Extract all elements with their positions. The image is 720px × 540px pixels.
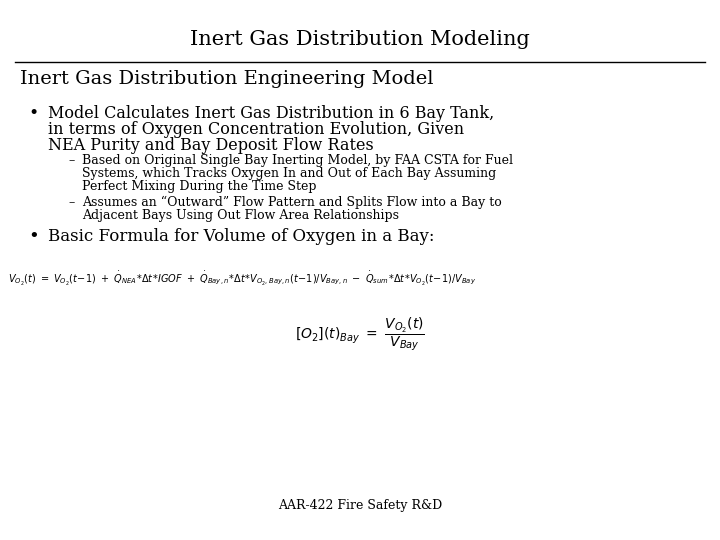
Text: $V_{O_2}(t)\ =\ V_{O_2}(t\!-\!1)\ +\ \dot{Q}_{NEA}\!*\!\Delta t\!*\!IGOF\ +\ \do: $V_{O_2}(t)\ =\ V_{O_2}(t\!-\!1)\ +\ \do…	[8, 270, 476, 288]
Text: Inert Gas Distribution Modeling: Inert Gas Distribution Modeling	[190, 30, 530, 49]
Text: Systems, which Tracks Oxygen In and Out of Each Bay Assuming: Systems, which Tracks Oxygen In and Out …	[82, 167, 496, 180]
Text: $[O_2](t)_{Bay}\ =\ \dfrac{V_{O_2}(t)}{V_{Bay}}$: $[O_2](t)_{Bay}\ =\ \dfrac{V_{O_2}(t)}{V…	[295, 315, 425, 353]
Text: Inert Gas Distribution Engineering Model: Inert Gas Distribution Engineering Model	[20, 70, 433, 88]
Text: in terms of Oxygen Concentration Evolution, Given: in terms of Oxygen Concentration Evoluti…	[48, 121, 464, 138]
Text: Basic Formula for Volume of Oxygen in a Bay:: Basic Formula for Volume of Oxygen in a …	[48, 228, 434, 245]
Text: •: •	[28, 105, 38, 122]
Text: •: •	[28, 228, 39, 246]
Text: Model Calculates Inert Gas Distribution in 6 Bay Tank,: Model Calculates Inert Gas Distribution …	[48, 105, 494, 122]
Text: Based on Original Single Bay Inerting Model, by FAA CSTA for Fuel: Based on Original Single Bay Inerting Mo…	[82, 154, 513, 167]
Text: Assumes an “Outward” Flow Pattern and Splits Flow into a Bay to: Assumes an “Outward” Flow Pattern and Sp…	[82, 196, 502, 209]
Text: Perfect Mixing During the Time Step: Perfect Mixing During the Time Step	[82, 180, 317, 193]
Text: –: –	[68, 154, 74, 167]
Text: NEA Purity and Bay Deposit Flow Rates: NEA Purity and Bay Deposit Flow Rates	[48, 137, 374, 154]
Text: Adjacent Bays Using Out Flow Area Relationships: Adjacent Bays Using Out Flow Area Relati…	[82, 209, 399, 222]
Text: AAR-422 Fire Safety R&D: AAR-422 Fire Safety R&D	[278, 499, 442, 512]
Text: –: –	[68, 196, 74, 209]
